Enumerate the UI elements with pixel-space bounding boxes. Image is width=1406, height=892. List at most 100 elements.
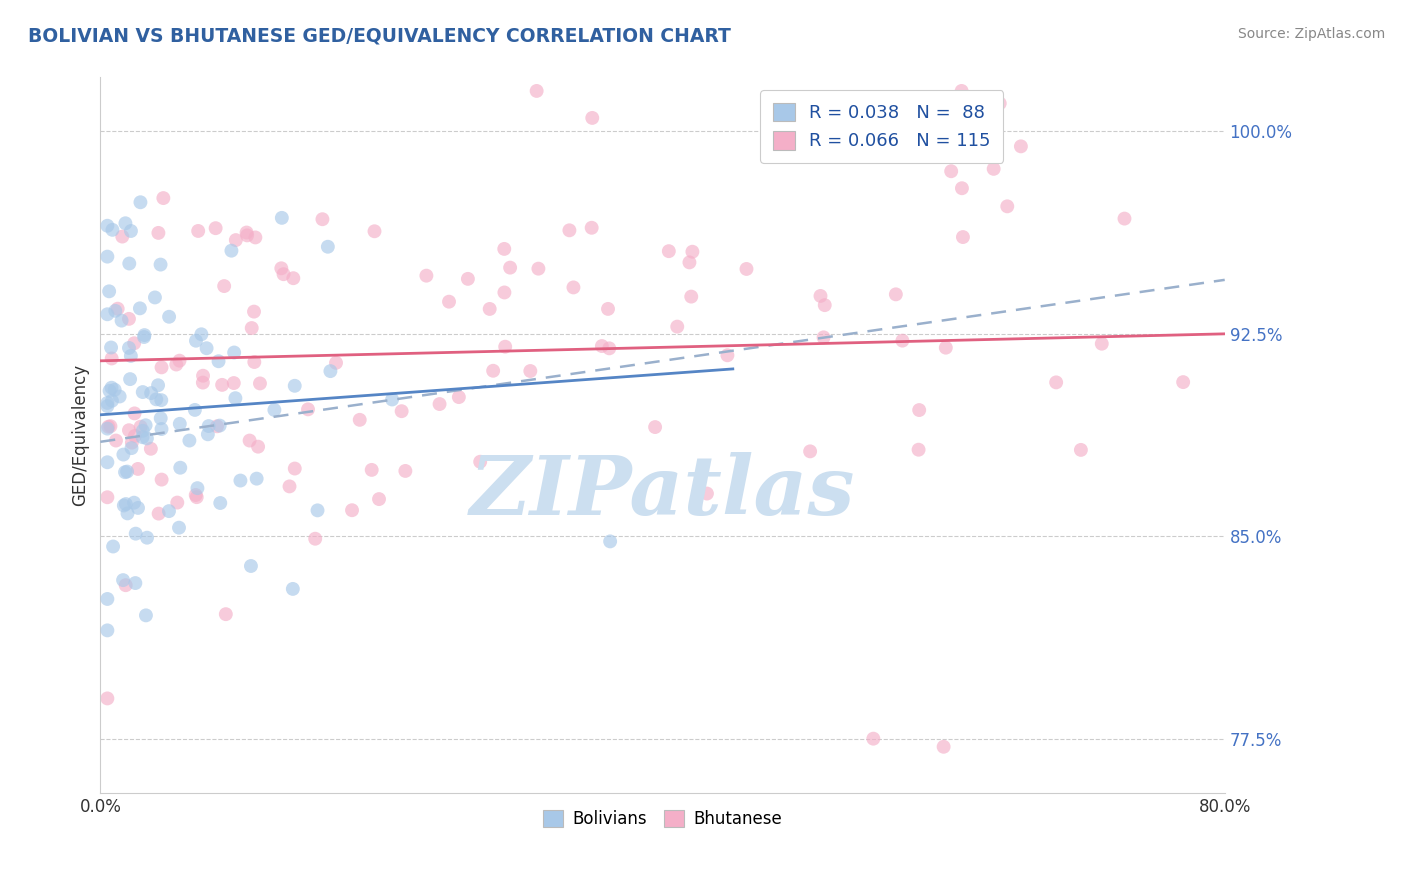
Point — [470, 455, 492, 469]
Point — [191, 376, 214, 390]
Point — [96, 455, 118, 469]
Point — [96, 399, 118, 413]
Point — [118, 256, 141, 270]
Point — [96, 219, 118, 233]
Point — [494, 340, 516, 354]
Point — [681, 244, 703, 259]
Point — [124, 406, 146, 420]
Point — [519, 364, 541, 378]
Point — [224, 391, 246, 405]
Point — [120, 372, 142, 386]
Point — [169, 417, 191, 431]
Point — [100, 419, 122, 434]
Point — [150, 422, 173, 436]
Point — [349, 413, 371, 427]
Point — [135, 431, 157, 445]
Point — [120, 349, 142, 363]
Point — [814, 298, 837, 312]
Point — [112, 499, 135, 513]
Point — [224, 345, 246, 359]
Point — [1114, 211, 1136, 226]
Point — [96, 691, 118, 706]
Point — [100, 381, 122, 395]
Point — [96, 307, 118, 321]
Point — [165, 358, 187, 372]
Point — [284, 461, 307, 475]
Point — [169, 460, 191, 475]
Point — [118, 423, 141, 437]
Point — [952, 230, 974, 244]
Point — [184, 403, 207, 417]
Point — [101, 540, 124, 554]
Point — [186, 481, 208, 495]
Point — [143, 290, 166, 304]
Point — [148, 507, 170, 521]
Point — [205, 419, 228, 434]
Point — [270, 211, 292, 225]
Y-axis label: GED/Equivalency: GED/Equivalency — [72, 364, 89, 506]
Point — [907, 442, 929, 457]
Point — [179, 434, 201, 448]
Point — [225, 233, 247, 247]
Point — [368, 492, 391, 507]
Point — [891, 334, 914, 348]
Point — [1010, 139, 1032, 153]
Point — [229, 474, 252, 488]
Point — [391, 404, 413, 418]
Point — [122, 496, 145, 510]
Point — [249, 376, 271, 391]
Point — [101, 393, 124, 408]
Point — [187, 224, 209, 238]
Point — [96, 490, 118, 504]
Point — [98, 285, 121, 299]
Point — [494, 242, 516, 256]
Point — [96, 624, 118, 638]
Point — [681, 290, 703, 304]
Point — [304, 532, 326, 546]
Point — [101, 223, 124, 237]
Point — [112, 573, 135, 587]
Point — [135, 608, 157, 623]
Point — [240, 321, 263, 335]
Point — [281, 582, 304, 596]
Point — [437, 294, 460, 309]
Point — [950, 181, 973, 195]
Point — [104, 434, 127, 448]
Point — [96, 422, 118, 436]
Point — [246, 472, 269, 486]
Point — [132, 385, 155, 400]
Point — [114, 465, 136, 479]
Point — [527, 261, 550, 276]
Point — [429, 397, 451, 411]
Point — [581, 220, 603, 235]
Point — [236, 228, 259, 243]
Point — [319, 364, 342, 378]
Point — [810, 289, 832, 303]
Point — [1070, 442, 1092, 457]
Point — [117, 507, 139, 521]
Point — [111, 229, 134, 244]
Point — [596, 301, 619, 316]
Point — [247, 440, 270, 454]
Point — [121, 441, 143, 455]
Point — [799, 444, 821, 458]
Point — [316, 240, 339, 254]
Point — [208, 418, 231, 433]
Text: Source: ZipAtlas.com: Source: ZipAtlas.com — [1237, 27, 1385, 41]
Point — [658, 244, 681, 259]
Legend: Bolivians, Bhutanese: Bolivians, Bhutanese — [536, 803, 789, 834]
Point — [195, 341, 218, 355]
Point — [97, 419, 120, 434]
Point — [598, 342, 620, 356]
Point — [245, 230, 267, 244]
Point — [124, 576, 146, 591]
Point — [599, 534, 621, 549]
Point — [167, 521, 190, 535]
Point — [209, 496, 232, 510]
Point — [340, 503, 363, 517]
Point — [190, 327, 212, 342]
Point — [447, 390, 470, 404]
Point — [212, 279, 235, 293]
Point — [415, 268, 437, 283]
Point — [186, 490, 208, 504]
